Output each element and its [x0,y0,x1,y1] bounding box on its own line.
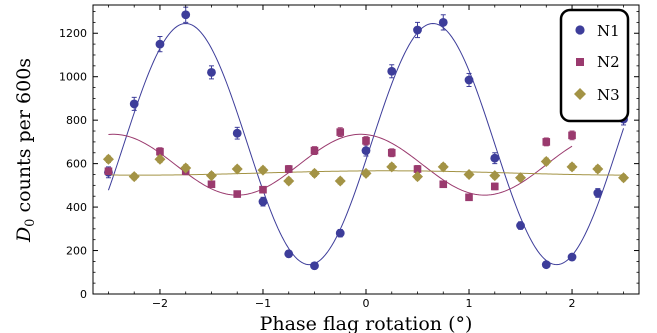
y-tick-label: 400 [66,201,87,214]
fit-curve-n1 [107,22,625,266]
x-tick-label: 2 [569,297,576,310]
data-point-n2 [156,147,164,156]
data-point-n3 [618,172,630,184]
data-point-n3 [360,167,372,179]
data-point-n3 [334,175,346,187]
y-tick-label: 200 [66,245,87,258]
y-axis-title: D0 counts per 600s [13,58,38,243]
legend-marker-n3 [574,88,586,100]
data-point-n3 [412,171,424,183]
data-point-n2 [490,182,499,191]
data-point-n2 [362,137,370,145]
data-point-n2 [465,193,473,202]
data-point-n1 [310,261,319,271]
legend-label-n3: N3 [597,86,620,104]
data-point-n3 [308,167,320,179]
data-points [102,10,630,271]
data-point-n1 [593,188,603,198]
data-point-n3 [102,153,114,165]
legend-marker-n2 [576,58,584,66]
data-point-n1 [232,128,242,138]
data-point-n1 [567,252,577,262]
data-point-n2 [413,165,422,173]
data-point-n3 [437,161,449,173]
data-point-n2 [542,138,551,146]
y-axis-title-rest: counts per 600s [13,58,35,219]
x-tick-label: 0 [363,297,370,310]
data-point-n3 [231,163,243,175]
x-tick-label: 1 [466,297,473,310]
data-point-n1 [207,67,216,77]
data-point-n1 [258,197,268,207]
data-point-n1 [387,66,397,76]
data-point-n2 [284,165,293,173]
data-point-n2 [336,128,345,136]
x-tick-label: −2 [152,297,168,310]
data-point-n1 [335,228,345,238]
data-point-n1 [541,260,551,270]
data-point-n2 [233,190,242,198]
data-point-n1 [284,249,294,259]
data-point-n1 [490,153,500,163]
legend-label-n2: N2 [597,53,620,71]
data-point-n2 [568,131,576,140]
data-point-n3 [566,161,578,173]
data-point-n1 [129,99,139,109]
data-point-n1 [155,39,165,49]
data-point-n2 [439,180,448,189]
data-point-n1 [413,25,422,35]
data-point-n3 [463,168,475,180]
data-point-n2 [387,148,396,157]
data-point-n3 [540,155,552,167]
y-tick-label: 600 [66,158,87,171]
axes: −2 −1 0 1 2 0 200 400 600 800 1000 1200 [59,5,639,310]
data-point-n3 [489,170,501,182]
data-point-n2 [310,146,319,155]
x-tick-label: −1 [255,297,271,310]
y-tick-label: 1200 [59,27,87,40]
legend-marker-n1 [575,25,585,35]
data-point-n3 [257,164,269,176]
data-point-n3 [386,161,398,173]
data-point-n3 [283,175,295,187]
data-point-n1 [516,221,525,230]
y-axis-title-sub: 0 [23,219,38,227]
legend-label-n1: N1 [597,22,620,40]
data-point-n2 [259,185,267,194]
data-point-n2 [207,180,216,189]
data-point-n3 [205,170,217,182]
y-tick-label: 0 [80,288,87,301]
data-point-n1 [438,17,448,27]
data-point-n1 [181,10,191,20]
data-point-n2 [104,167,113,176]
data-point-n1 [361,146,371,155]
data-point-n1 [464,75,474,85]
data-point-n3 [154,153,166,165]
legend: N1 N2 N3 [559,8,630,123]
data-point-n3 [180,162,192,174]
data-point-n3 [515,172,527,184]
y-tick-label: 1000 [59,71,87,84]
y-tick-label: 800 [66,114,87,127]
data-point-n3 [128,171,140,183]
y-axis-title-main: D [13,227,35,243]
data-point-n3 [592,163,604,175]
x-axis-title: Phase flag rotation (°) [260,313,473,333]
